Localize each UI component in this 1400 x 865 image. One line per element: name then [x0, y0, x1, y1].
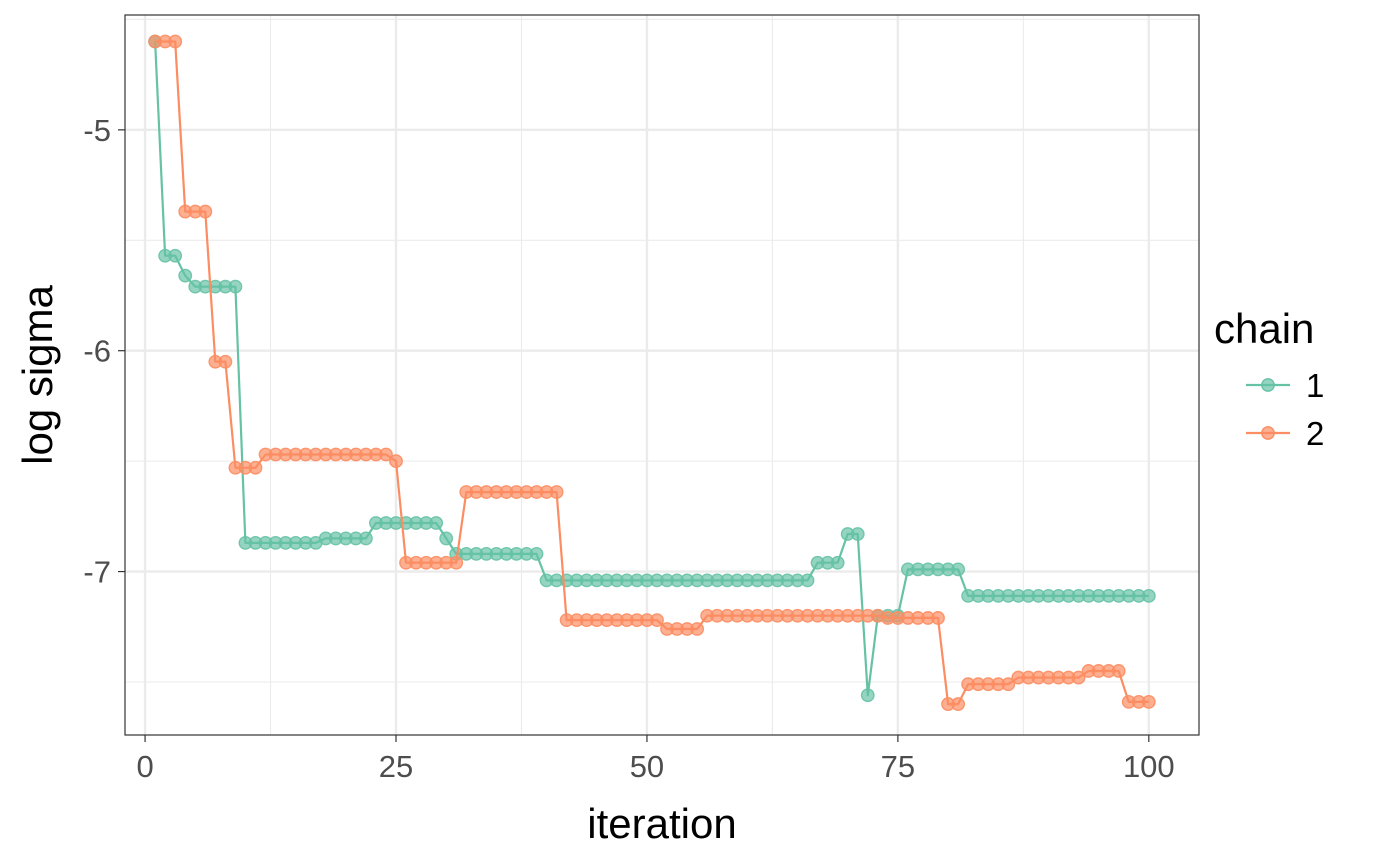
data-point	[439, 531, 454, 546]
y-axis-title: log sigma	[14, 284, 61, 464]
data-point	[429, 516, 444, 530]
data-point	[931, 611, 945, 625]
data-point	[218, 354, 233, 369]
data-point	[1071, 670, 1086, 685]
legend-label: 2	[1306, 415, 1324, 452]
data-point	[168, 34, 183, 49]
data-point	[690, 622, 705, 636]
x-tick-label: 0	[136, 749, 153, 784]
y-tick-label: -7	[83, 555, 111, 590]
y-tick-label: -5	[83, 113, 111, 148]
legend-key-point	[1261, 426, 1275, 440]
panel-border	[124, 14, 1200, 736]
axis-ticks: 0 25 50 75 100 -5 -6 -7	[83, 113, 1174, 784]
data-point	[860, 688, 875, 703]
legend-item-1: 1	[1246, 367, 1324, 404]
data-point	[178, 268, 193, 283]
series-2	[148, 34, 1156, 711]
panel-background	[125, 15, 1199, 735]
data-point	[379, 447, 393, 462]
data-point	[830, 555, 845, 570]
data-point	[1141, 694, 1156, 709]
y-tick-label: -6	[83, 334, 111, 369]
data-point	[389, 454, 403, 469]
data-point	[1141, 588, 1156, 603]
data-point	[529, 546, 544, 561]
x-tick-label: 100	[1123, 749, 1175, 784]
data-point	[549, 485, 564, 499]
legend-items: 12	[1246, 367, 1324, 452]
legend-key-point	[1261, 378, 1275, 392]
legend: chain 12	[1214, 305, 1324, 452]
x-axis-title: iteration	[587, 800, 736, 847]
x-tick-label: 50	[630, 749, 664, 784]
data-point	[228, 279, 243, 294]
data-point	[951, 697, 966, 711]
series-group	[148, 34, 1156, 711]
data-point	[1111, 664, 1126, 678]
data-point	[168, 248, 183, 263]
data-point	[198, 204, 213, 219]
legend-title: chain	[1214, 305, 1314, 352]
data-point	[449, 555, 464, 570]
series-1	[148, 34, 1156, 703]
x-tick-label: 75	[881, 749, 915, 784]
legend-label: 1	[1306, 367, 1324, 404]
data-point	[850, 527, 865, 541]
legend-item-2: 2	[1246, 415, 1324, 452]
data-point	[800, 573, 815, 588]
data-point	[951, 562, 966, 577]
data-point	[650, 613, 664, 628]
data-point	[248, 460, 263, 475]
data-point	[358, 531, 373, 546]
x-tick-label: 25	[379, 749, 413, 784]
data-point	[1001, 677, 1016, 692]
